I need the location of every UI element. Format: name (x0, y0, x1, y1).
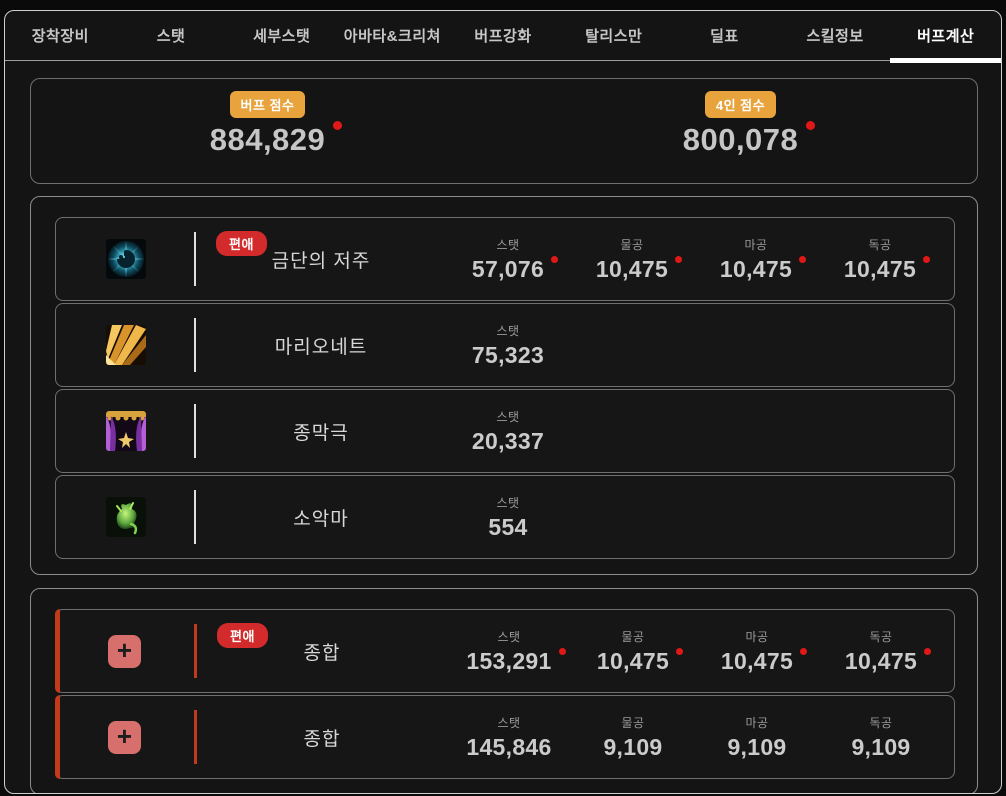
stat-value: 57,076 (471, 255, 545, 282)
notice-dot-icon (800, 647, 808, 655)
row-divider (194, 404, 196, 458)
stat-label: 물공 (621, 629, 645, 644)
stat-label: 마공 (744, 237, 768, 252)
tab-buff-calc[interactable]: 버프계산 (890, 11, 1001, 63)
notice-dot-icon (676, 647, 684, 655)
stat-value: 153,291 (466, 647, 552, 674)
skill-buff-section: 편애 금단의 저주 스탯 57,076 물공 10,475 마공 10,475 독공 1… (30, 196, 978, 575)
stat-value: 75,323 (471, 341, 545, 368)
tab-detail-stats[interactable]: 세부스탯 (253, 28, 311, 45)
notice-dot-icon (923, 255, 931, 263)
stat-label: 마공 (745, 715, 769, 730)
row-divider (194, 318, 196, 372)
party-score: 4인 점수 800,078 (504, 79, 977, 183)
stat-value: 145,846 (466, 733, 552, 760)
notice-dot-icon (675, 255, 683, 263)
final-act-icon (106, 411, 146, 451)
skill-name: 금단의 저주 (271, 250, 371, 272)
stat-value: 10,475 (720, 647, 794, 674)
top-tab-bar: 장착장비 스탯 세부스탯 아바타&크리쳐 버프강화 탈리스만 딜표 스킬정보 버… (5, 11, 1001, 63)
stat-label: 스탯 (496, 237, 520, 252)
stat-value: 9,109 (851, 733, 911, 760)
tab-equipment[interactable]: 장착장비 (31, 28, 89, 45)
stat-label: 스탯 (496, 409, 520, 424)
buff-calculator-page: 장착장비 스탯 세부스탯 아바타&크리쳐 버프강화 탈리스만 딜표 스킬정보 버… (4, 10, 1002, 794)
little-devil-icon (106, 497, 146, 537)
stat-value: 9,109 (727, 733, 787, 760)
notice-dot-icon (558, 647, 566, 655)
total-name: 종합 (303, 642, 341, 664)
skill-row: 종막극 스탯 20,337 (55, 389, 955, 473)
stat-value: 9,109 (603, 733, 663, 760)
favorite-badge: 편애 (216, 231, 267, 256)
stat-value: 10,475 (595, 255, 669, 282)
skill-row: 마리오네트 스탯 75,323 (55, 303, 955, 387)
stat-label: 독공 (868, 237, 892, 252)
row-divider (194, 232, 196, 286)
stat-label: 물공 (620, 237, 644, 252)
tab-damage-table[interactable]: 딜표 (710, 28, 739, 45)
skill-name: 소악마 (293, 508, 349, 530)
notice-dot-icon (799, 255, 807, 263)
marionette-icon (106, 325, 146, 365)
stat-label: 스탯 (496, 323, 520, 338)
tab-avatar-creature[interactable]: 아바타&크리쳐 (343, 28, 441, 45)
stat-label: 물공 (621, 715, 645, 730)
tab-skill-info[interactable]: 스킬정보 (806, 28, 864, 45)
notice-dot-icon (551, 255, 559, 263)
notice-dot-icon (806, 121, 816, 130)
stat-value: 10,475 (719, 255, 793, 282)
stat-value: 20,337 (471, 427, 545, 454)
stat-value: 10,475 (843, 255, 917, 282)
stat-label: 스탯 (497, 715, 521, 730)
notice-dot-icon (333, 121, 343, 130)
skill-name: 마리오네트 (274, 336, 368, 358)
skill-row: 편애 금단의 저주 스탯 57,076 물공 10,475 마공 10,475 독공 1… (55, 217, 955, 301)
row-divider (194, 490, 196, 544)
total-name: 종합 (303, 728, 341, 750)
skill-row: 소악마 스탯 554 (55, 475, 955, 559)
stat-label: 마공 (745, 629, 769, 644)
score-panel: 버프 점수 884,829 4인 점수 800,078 (30, 78, 978, 184)
add-button[interactable]: + (108, 634, 141, 668)
buff-score-badge: 버프 점수 (229, 91, 306, 118)
party-score-value: 800,078 (682, 122, 799, 157)
stat-value: 10,475 (844, 647, 918, 674)
total-row: + 종합 스탯 145,846 물공 9,109 마공 9,109 독공 9,109 (55, 695, 955, 779)
favorite-badge: 편애 (217, 623, 268, 648)
stat-value: 10,475 (596, 647, 670, 674)
tab-talisman[interactable]: 탈리스만 (585, 28, 643, 45)
row-divider (194, 710, 197, 764)
total-row: + 편애 종합 스탯 153,291 물공 10,475 마공 10,475 독공 10… (55, 609, 955, 693)
tab-buff-enhance[interactable]: 버프강화 (474, 28, 532, 45)
stat-label: 독공 (869, 629, 893, 644)
add-button[interactable]: + (108, 720, 141, 754)
buff-score: 버프 점수 884,829 (31, 79, 504, 183)
stat-label: 스탯 (496, 495, 520, 510)
total-section: + 편애 종합 스탯 153,291 물공 10,475 마공 10,475 독공 10… (30, 588, 978, 793)
stat-label: 독공 (869, 715, 893, 730)
party-score-badge: 4인 점수 (704, 91, 777, 118)
stat-label: 스탯 (497, 629, 521, 644)
tab-stats[interactable]: 스탯 (156, 28, 186, 45)
forbidden-curse-icon (106, 239, 146, 279)
skill-name: 종막극 (293, 422, 349, 444)
row-divider (194, 624, 197, 678)
notice-dot-icon (924, 647, 932, 655)
stat-value: 554 (488, 513, 528, 540)
buff-score-value: 884,829 (209, 122, 326, 157)
